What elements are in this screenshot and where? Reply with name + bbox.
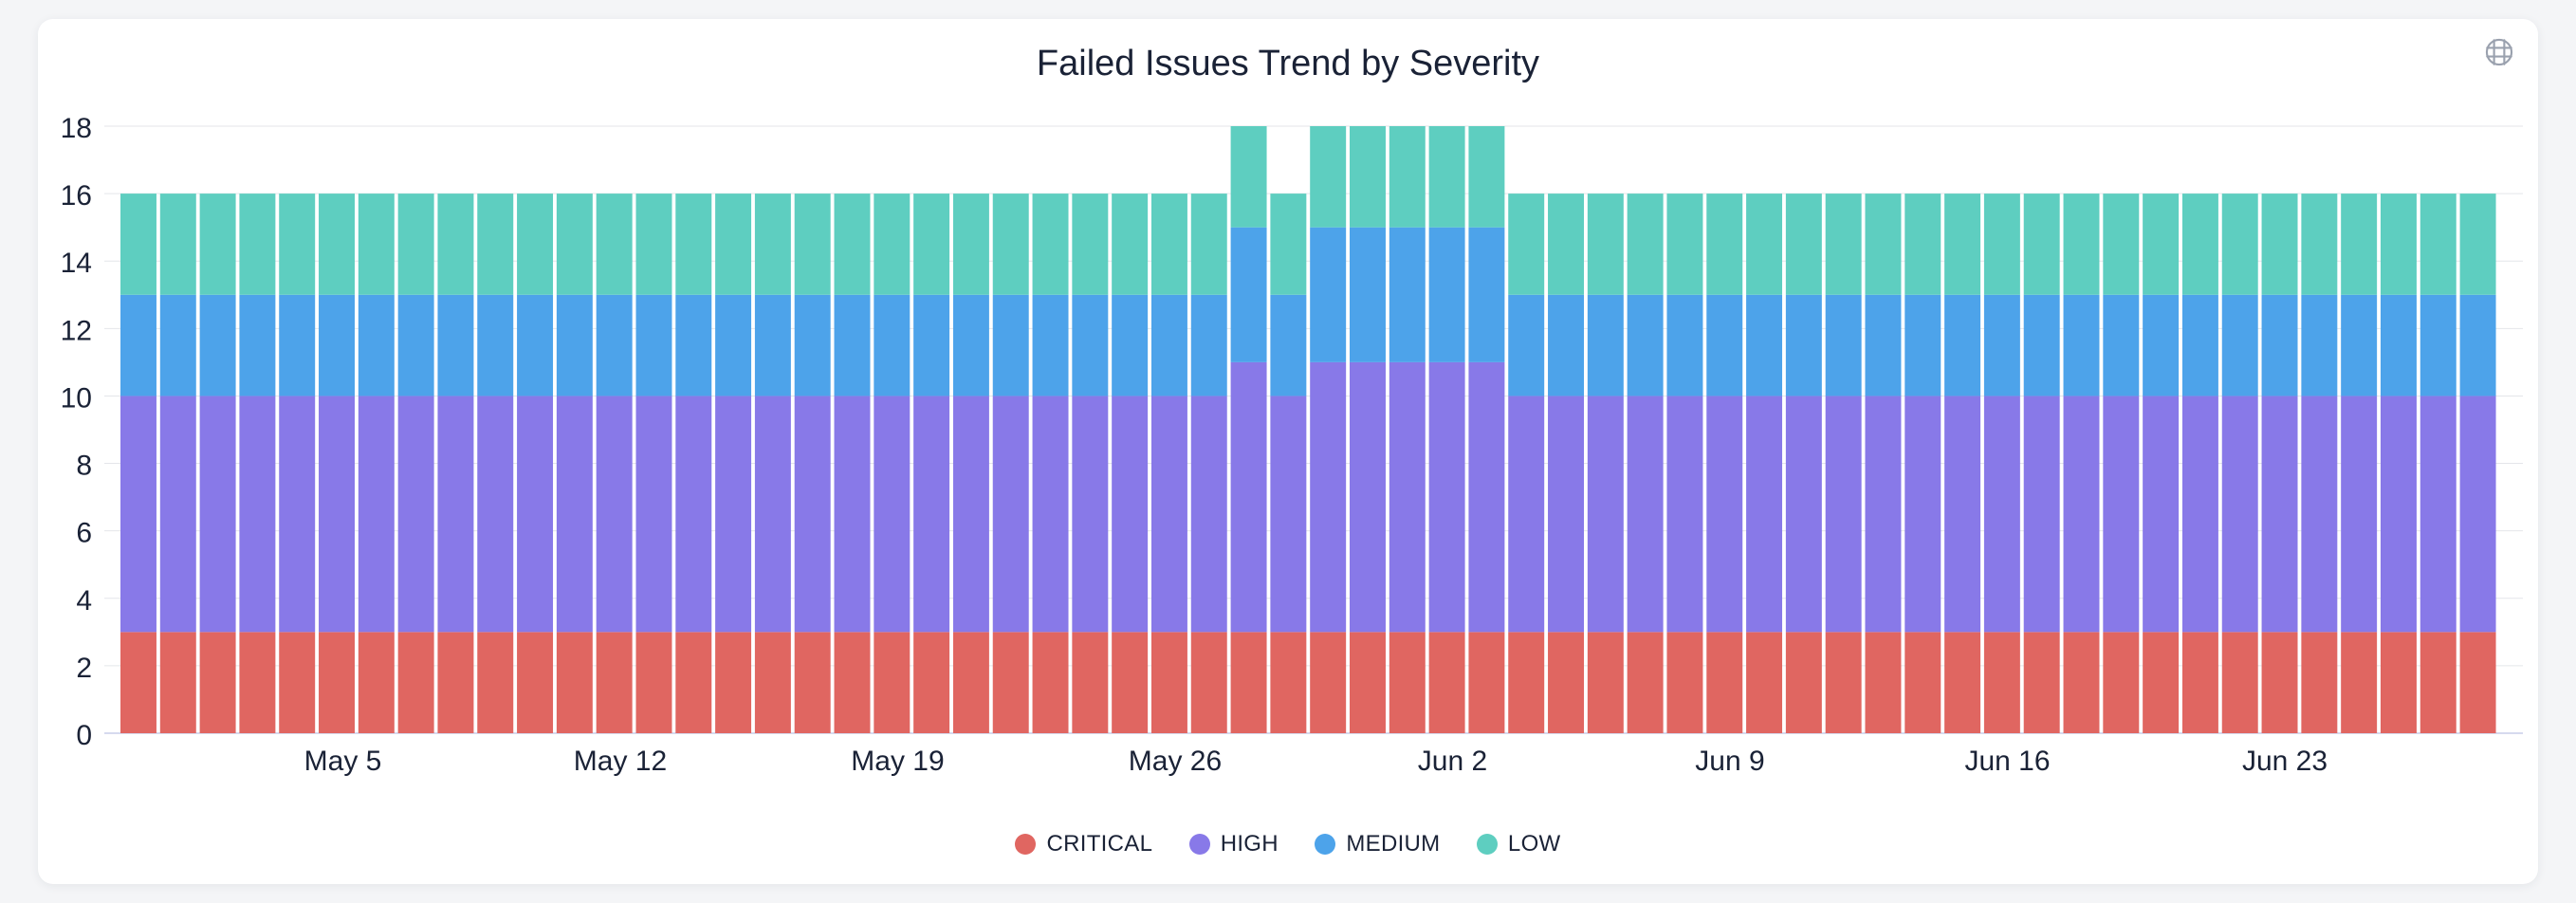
svg-text:6: 6 bbox=[76, 518, 92, 549]
svg-text:16: 16 bbox=[61, 180, 92, 212]
svg-text:Jun 2: Jun 2 bbox=[1418, 746, 1487, 777]
svg-text:May 26: May 26 bbox=[1129, 746, 1222, 777]
svg-text:Jun 9: Jun 9 bbox=[1695, 746, 1764, 777]
svg-text:4: 4 bbox=[76, 585, 92, 617]
svg-text:May 12: May 12 bbox=[574, 746, 667, 777]
svg-text:14: 14 bbox=[61, 248, 92, 279]
svg-text:Jun 16: Jun 16 bbox=[1964, 746, 2050, 777]
svg-text:10: 10 bbox=[61, 382, 92, 414]
svg-text:18: 18 bbox=[61, 113, 92, 144]
svg-text:May 19: May 19 bbox=[851, 746, 944, 777]
svg-text:12: 12 bbox=[61, 315, 92, 346]
svg-text:2: 2 bbox=[76, 653, 92, 684]
svg-text:May 5: May 5 bbox=[304, 746, 382, 777]
svg-text:0: 0 bbox=[76, 720, 92, 751]
svg-text:Jun 23: Jun 23 bbox=[2242, 746, 2328, 777]
svg-text:8: 8 bbox=[76, 451, 92, 482]
